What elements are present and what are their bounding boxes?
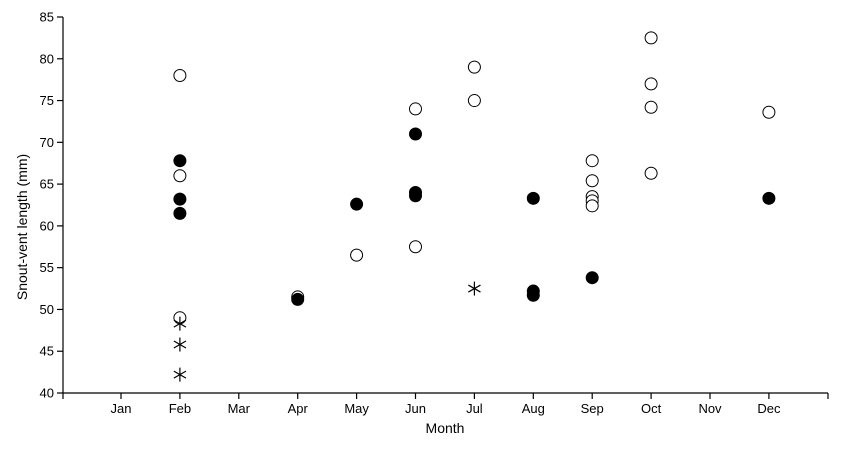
y-tick-label: 55	[40, 260, 54, 275]
y-axis-title: Snout-vent length (mm)	[14, 154, 30, 300]
y-tick-label: 75	[40, 93, 54, 108]
filled-circle-point	[409, 127, 422, 141]
x-tick-label: Feb	[169, 401, 191, 416]
data-points	[173, 31, 776, 382]
asterisk-point	[173, 367, 187, 382]
filled-circle-point	[291, 292, 305, 306]
x-tick-label: Oct	[641, 401, 662, 416]
open-circle-point	[644, 77, 658, 91]
x-tick-label: May	[344, 401, 369, 416]
x-tick-label: Jan	[111, 401, 132, 416]
filled-circle-point	[173, 206, 187, 220]
filled-circle-point	[173, 154, 187, 168]
filled-circle-point	[585, 271, 599, 285]
filled-circle-point	[526, 288, 540, 302]
open-circle-point	[350, 248, 364, 262]
filled-circle-point	[409, 189, 422, 203]
x-tick-label: Mar	[228, 401, 251, 416]
y-tick-label: 65	[40, 177, 54, 192]
open-circle-point	[409, 240, 422, 254]
y-tick-label: 40	[40, 386, 54, 401]
x-tick-label: Sep	[581, 401, 604, 416]
open-circle-point	[409, 102, 422, 116]
x-tick-label: Nov	[698, 401, 722, 416]
filled-circle-point	[350, 197, 364, 211]
x-axis: Jan Feb Mar Apr May Jun Jul Aug Sep Oct Nov Dec	[62, 392, 829, 416]
x-tick-label: Jul	[466, 401, 483, 416]
y-tick-label: 70	[40, 135, 54, 150]
open-circle-point	[644, 31, 658, 45]
y-tick-label: 80	[40, 51, 54, 66]
open-circle-point	[585, 199, 599, 213]
asterisk-point	[173, 337, 187, 352]
open-circle-point	[173, 169, 187, 183]
filled-circle-point	[173, 192, 187, 206]
y-axis: 40 45 50 55 60 65 70 75 80 85	[40, 10, 64, 401]
y-tick-label: 60	[40, 218, 54, 233]
open-circle-point	[173, 68, 187, 82]
x-tick-label: Jun	[405, 401, 426, 416]
asterisk-point	[468, 281, 481, 296]
x-tick-label: Aug	[522, 401, 545, 416]
x-tick-label: Dec	[757, 401, 781, 416]
open-circle-point	[644, 100, 658, 114]
x-axis-title: Month	[426, 420, 465, 436]
y-tick-label: 45	[40, 344, 54, 359]
y-tick-label: 50	[40, 302, 54, 317]
x-tick-label: Apr	[288, 401, 309, 416]
open-circle-point	[585, 154, 599, 168]
filled-circle-point	[526, 191, 540, 205]
open-circle-point	[467, 60, 481, 74]
open-circle-point	[585, 174, 599, 188]
open-circle-point	[762, 105, 776, 119]
filled-circle-point	[762, 191, 776, 205]
open-circle-point	[644, 166, 658, 180]
y-tick-label: 85	[40, 10, 54, 25]
asterisk-point	[173, 316, 187, 331]
open-circle-point	[467, 94, 481, 108]
